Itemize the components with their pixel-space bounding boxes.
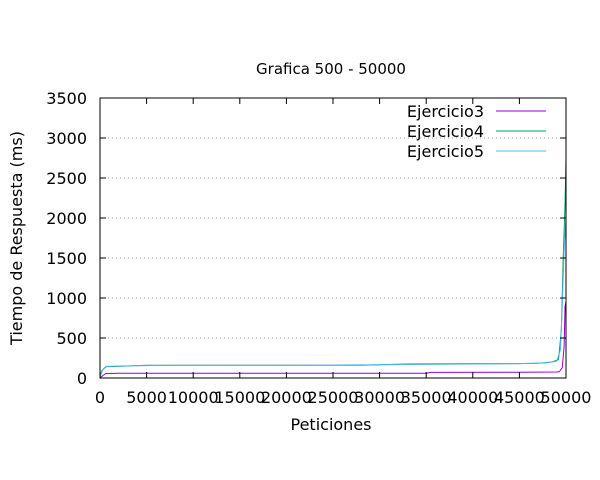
y-tick-label: 1500 bbox=[46, 249, 87, 268]
y-tick-label: 2000 bbox=[46, 209, 87, 228]
x-tick-label: 40000 bbox=[447, 388, 498, 407]
x-tick-label: 5000 bbox=[126, 388, 167, 407]
x-tick-label: 20000 bbox=[261, 388, 312, 407]
series-line-ejercicio3 bbox=[99, 301, 567, 379]
y-tick-label: 3500 bbox=[46, 89, 87, 108]
y-axis-label: Tiempo de Respuesta (ms) bbox=[7, 131, 26, 346]
series-line-ejercicio4 bbox=[99, 157, 567, 377]
chart-title: Grafica 500 - 50000 bbox=[256, 60, 406, 78]
x-tick-label: 15000 bbox=[214, 388, 265, 407]
series-layer bbox=[99, 157, 567, 379]
x-tick-label: 25000 bbox=[308, 388, 359, 407]
x-tick-label: 30000 bbox=[354, 388, 405, 407]
x-tick-label: 10000 bbox=[168, 388, 219, 407]
y-tick-label: 500 bbox=[56, 329, 87, 348]
x-tick-label: 50000 bbox=[541, 388, 592, 407]
y-tick-label: 1000 bbox=[46, 289, 87, 308]
legend-label: Ejercicio3 bbox=[407, 102, 484, 121]
x-tick-label: 35000 bbox=[401, 388, 452, 407]
legend-label: Ejercicio4 bbox=[407, 122, 484, 141]
grid-lines bbox=[100, 137, 566, 339]
x-tick-label: 45000 bbox=[494, 388, 545, 407]
y-tick-label: 2500 bbox=[46, 169, 87, 188]
plot-frame bbox=[99, 97, 567, 379]
series-line-ejercicio5 bbox=[99, 217, 567, 378]
x-axis-label: Peticiones bbox=[291, 415, 372, 434]
y-tick-label: 0 bbox=[77, 369, 87, 388]
legend-label: Ejercicio5 bbox=[407, 142, 484, 161]
x-tick-label: 0 bbox=[95, 388, 105, 407]
y-tick-label: 3000 bbox=[46, 129, 87, 148]
